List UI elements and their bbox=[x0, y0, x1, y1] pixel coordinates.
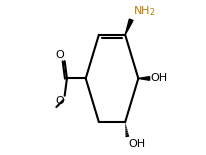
Text: OH: OH bbox=[128, 139, 145, 149]
Polygon shape bbox=[125, 19, 133, 35]
Text: O: O bbox=[56, 50, 64, 60]
Text: NH$_2$: NH$_2$ bbox=[133, 4, 155, 18]
Text: OH: OH bbox=[151, 73, 168, 83]
Polygon shape bbox=[138, 77, 150, 80]
Text: O: O bbox=[56, 96, 64, 106]
